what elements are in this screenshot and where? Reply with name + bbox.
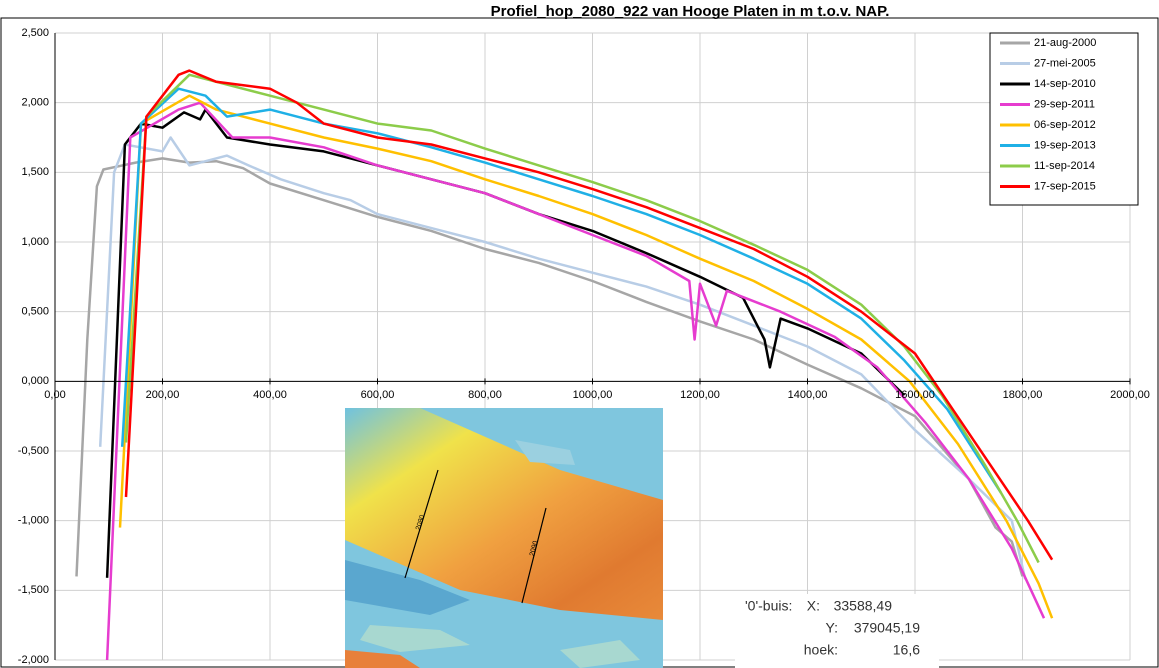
- y-tick-label: -2,000: [18, 654, 49, 666]
- legend-label: 19-sep-2013: [1034, 139, 1096, 151]
- y-tick-label: 0,000: [21, 375, 49, 387]
- legend-label: 29-sep-2011: [1034, 98, 1095, 110]
- annotation-value: 379045,19: [854, 620, 920, 636]
- annotation-label: Y:: [826, 620, 838, 636]
- legend-label: 21-aug-2000: [1034, 37, 1096, 49]
- y-tick-label: 2,000: [21, 97, 49, 109]
- y-tick-label: 2,500: [21, 27, 49, 39]
- y-tick-label: 1,500: [21, 166, 49, 178]
- x-tick-label: 400,00: [253, 389, 287, 401]
- x-tick-label: 1800,00: [1003, 389, 1043, 401]
- chart: Profiel_hop_2080_922 van Hooge Platen in…: [0, 0, 1159, 668]
- legend-label: 06-sep-2012: [1034, 119, 1096, 131]
- map-inset: 2080 2090: [345, 408, 663, 668]
- annotation-label: X:: [807, 598, 820, 614]
- y-tick-label: -1,500: [18, 584, 49, 596]
- annotation-value: 16,6: [893, 642, 920, 658]
- x-tick-label: 2000,00: [1110, 389, 1150, 401]
- annotation-title: '0'-buis:: [745, 598, 792, 614]
- annotation-label: hoek:: [804, 642, 838, 658]
- chart-title: Profiel_hop_2080_922 van Hooge Platen in…: [491, 3, 890, 20]
- legend-label: 17-sep-2015: [1034, 180, 1096, 192]
- y-tick-label: -1,000: [18, 515, 49, 527]
- annotation-value: 33588,49: [834, 598, 893, 614]
- legend-label: 11-sep-2014: [1034, 160, 1095, 172]
- x-tick-label: 600,00: [361, 389, 395, 401]
- x-tick-label: 1600,00: [895, 389, 935, 401]
- legend: 21-aug-2000 27-mei-2005 14-sep-2010 29-sep-…: [990, 33, 1138, 205]
- x-tick-label: 800,00: [468, 389, 502, 401]
- legend-label: 14-sep-2010: [1034, 78, 1096, 90]
- x-tick-label: 1200,00: [680, 389, 720, 401]
- y-tick-label: 0,500: [21, 306, 49, 318]
- x-tick-label: 1000,00: [573, 389, 613, 401]
- y-tick-label: -0,500: [18, 445, 49, 457]
- y-tick-label: 1,000: [21, 236, 49, 248]
- x-tick-label: 1400,00: [788, 389, 828, 401]
- legend-label: 27-mei-2005: [1034, 57, 1096, 69]
- x-tick-label: 200,00: [146, 389, 180, 401]
- annotation: '0'-buis: X: 33588,49 Y: 379045,19 hoek:…: [735, 594, 939, 668]
